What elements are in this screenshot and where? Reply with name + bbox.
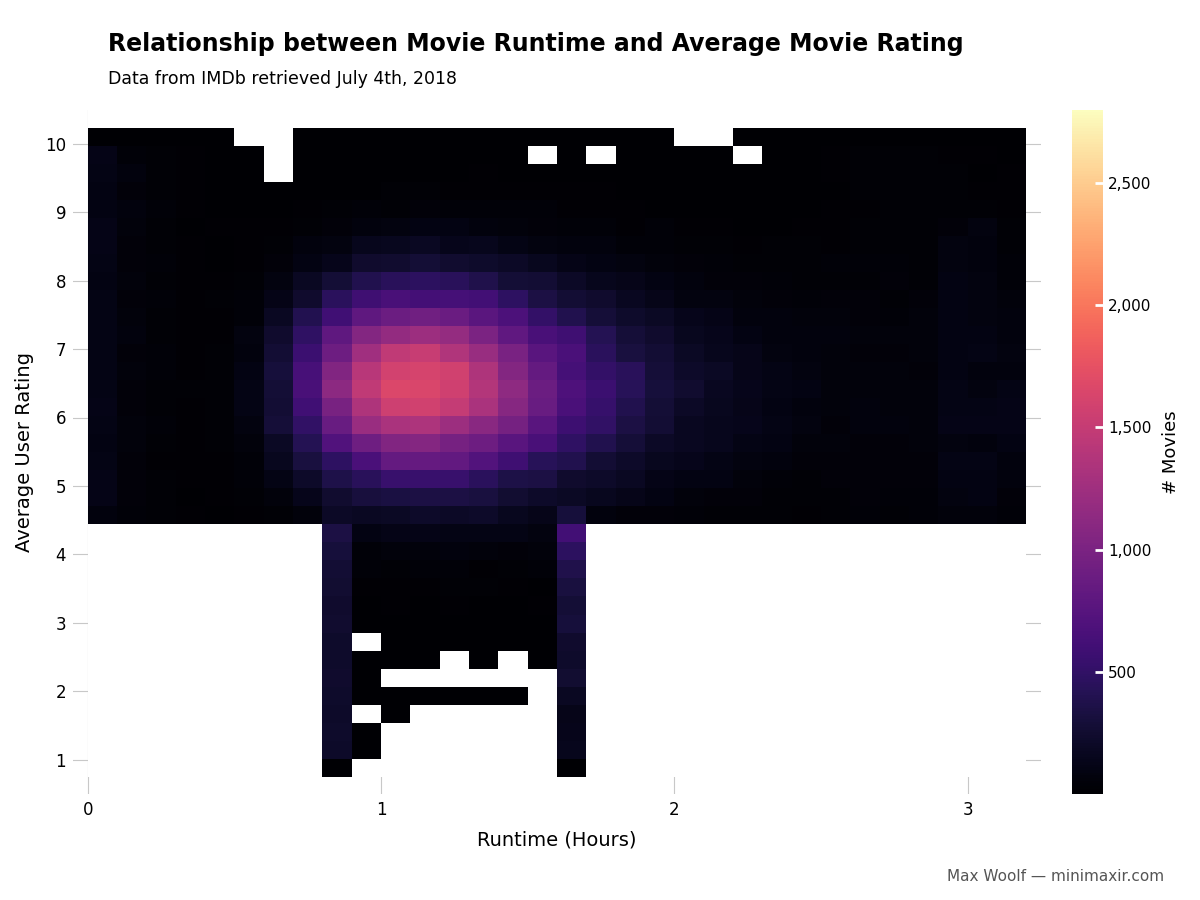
Text: Relationship between Movie Runtime and Average Movie Rating: Relationship between Movie Runtime and A… [108, 32, 964, 56]
Text: Max Woolf — minimaxir.com: Max Woolf — minimaxir.com [947, 868, 1164, 884]
X-axis label: Runtime (Hours): Runtime (Hours) [478, 830, 637, 849]
Text: Data from IMDb retrieved July 4th, 2018: Data from IMDb retrieved July 4th, 2018 [108, 70, 457, 88]
Y-axis label: # Movies: # Movies [1163, 410, 1181, 493]
Y-axis label: Average User Rating: Average User Rating [16, 352, 34, 552]
